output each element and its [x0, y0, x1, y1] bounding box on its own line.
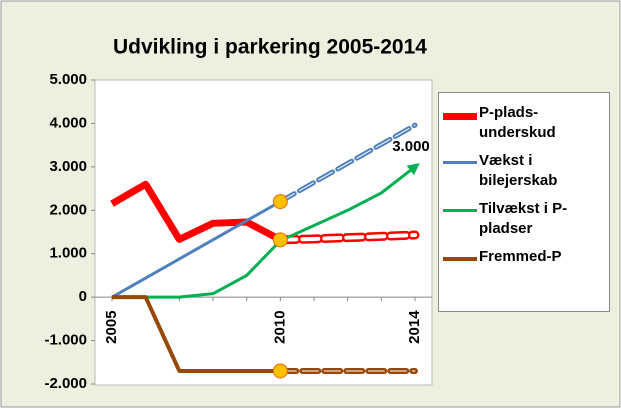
- y-tick-label: 2.000: [49, 201, 87, 218]
- legend-item: Vækst i bilejerskab: [443, 151, 605, 191]
- highlight-point: [272, 232, 288, 248]
- series-projection-inner: [279, 124, 416, 203]
- legend-label: Tilvækst i P-pladser: [479, 200, 568, 237]
- series-line: [111, 200, 282, 299]
- legend-swatch: [443, 257, 477, 261]
- x-tick-label: 2005: [103, 310, 120, 343]
- highlight-point: [272, 363, 288, 379]
- legend-item: P-plads-underskud: [443, 103, 605, 143]
- y-tick-label: -1.000: [44, 332, 87, 349]
- data-label: 3.000: [392, 138, 430, 155]
- legend-swatch: [443, 209, 477, 212]
- legend-label: Fremmed-P: [479, 248, 562, 265]
- legend-swatch: [443, 161, 477, 164]
- legend-swatch: [443, 113, 477, 120]
- chart-title: Udvikling i parkering 2005-2014: [113, 36, 427, 59]
- series-line: [112, 295, 281, 373]
- series-line: [112, 163, 420, 299]
- y-tick-label: -2.000: [44, 375, 87, 392]
- y-tick-label: 4.000: [49, 114, 87, 131]
- series-projection-inner: [278, 233, 417, 242]
- y-tick-label: 1.000: [49, 245, 87, 262]
- legend: P-plads-underskud Vækst i bilejerskab Tilv…: [438, 92, 610, 312]
- legend-item: Tilvækst i P-pladser: [443, 199, 605, 239]
- legend-label: P-plads-underskud: [479, 104, 556, 141]
- x-tick-label: 2010: [271, 310, 288, 343]
- x-tick-label: 2014: [406, 310, 423, 344]
- y-tick-label: 3.000: [49, 158, 87, 175]
- y-tick-label: 0: [79, 288, 87, 305]
- series-line: [110, 180, 282, 243]
- legend-label: Vækst i bilejerskab: [479, 152, 558, 189]
- highlight-point: [272, 194, 288, 210]
- y-tick-label: 5.000: [49, 71, 87, 88]
- legend-item: Fremmed-P: [443, 247, 605, 267]
